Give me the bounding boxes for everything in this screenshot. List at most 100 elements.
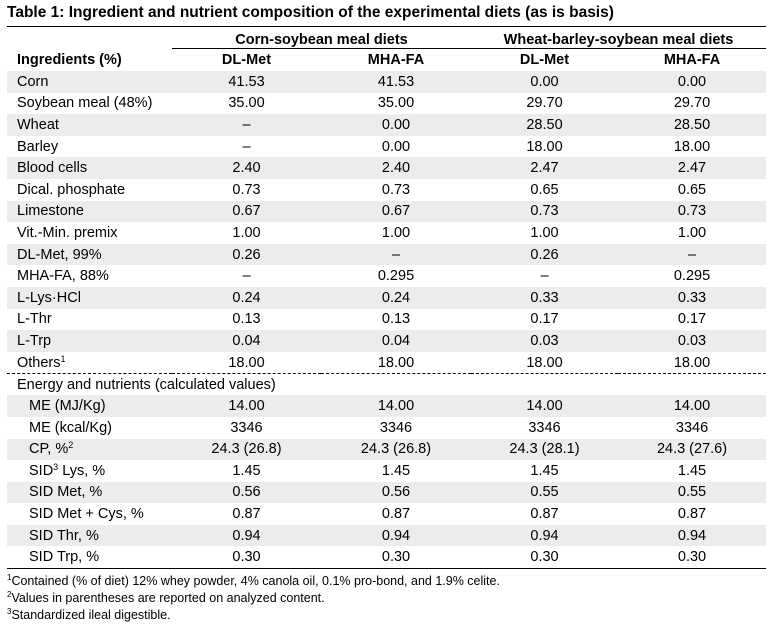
nutrient-label: ME (MJ/Kg) bbox=[7, 395, 172, 417]
nutrient-value: 0.87 bbox=[381, 506, 411, 523]
ingredient-row: L-Thr 0.13 0.13 0.17 0.17 bbox=[7, 309, 766, 331]
nutrient-value: 24.3 (28.1) bbox=[471, 438, 618, 461]
ingredient-value: 0.00 bbox=[321, 114, 471, 136]
ingredient-row: Barley – 0.00 18.00 18.00 bbox=[7, 136, 766, 158]
ingredient-value: 0.13 bbox=[232, 311, 261, 328]
nutrient-value: 0.30 bbox=[172, 546, 321, 570]
nutrients-heading: Energy and nutrients (calculated values) bbox=[17, 376, 276, 393]
ingredient-row: MHA-FA, 88% – 0.295 – 0.295 bbox=[7, 265, 766, 287]
header-col-3: DL-Met bbox=[519, 52, 570, 68]
ingredient-label: L-Trp bbox=[7, 330, 172, 352]
ingredient-value: 0.00 bbox=[618, 71, 767, 93]
ingredient-value: 0.33 bbox=[618, 286, 767, 309]
nutrient-label: CP, %2 bbox=[7, 438, 172, 461]
ingredient-value: 1.00 bbox=[677, 224, 707, 241]
nutrient-row: SID3 Lys, % 1.45 1.45 1.45 1.45 bbox=[7, 460, 766, 482]
footnote-ref: 3 bbox=[53, 461, 59, 472]
ingredient-label: Blood cells bbox=[7, 157, 172, 179]
ingredient-value: 0.33 bbox=[471, 286, 618, 309]
group-corn-soybean: Corn-soybean meal diets bbox=[172, 26, 471, 49]
ingredient-row: Corn 41.53 41.53 0.00 0.00 bbox=[7, 71, 767, 93]
header-col-2: MHA-FA bbox=[367, 52, 425, 68]
ingredient-value: – bbox=[172, 114, 321, 136]
ingredient-value: 0.73 bbox=[471, 200, 618, 223]
ingredient-label: Soybean meal (48%) bbox=[17, 95, 153, 112]
nutrients-section-row: Energy and nutrients (calculated values) bbox=[7, 374, 766, 396]
ingredient-value: – bbox=[242, 268, 251, 285]
ingredient-row: L-Trp 0.04 0.04 0.03 0.03 bbox=[7, 330, 767, 352]
header-ingredients: Ingredients (%) bbox=[17, 51, 122, 68]
ingredient-row: L-Lys·HCl 0.24 0.24 0.33 0.33 bbox=[7, 286, 767, 309]
ingredient-value: 0.65 bbox=[677, 181, 707, 198]
ingredient-value: 28.50 bbox=[471, 114, 618, 136]
ingredient-row: DL-Met, 99% 0.26–0.26– bbox=[7, 243, 767, 266]
nutrient-value: 0.55 bbox=[471, 481, 618, 504]
footnote-ref: 2 bbox=[68, 440, 74, 451]
nutrient-value: 1.45 bbox=[530, 462, 559, 479]
nutrient-value: 0.56 bbox=[172, 481, 321, 504]
ingredient-label: Barley bbox=[17, 138, 59, 155]
nutrient-label: SID Met + Cys, % bbox=[29, 506, 144, 523]
ingredient-value: 1.00 bbox=[381, 224, 411, 241]
ingredient-row: Limestone 0.67 0.67 0.73 0.73 bbox=[7, 200, 767, 223]
table-title: Table 1: Ingredient and nutrient composi… bbox=[7, 4, 614, 21]
nutrient-value: 14.00 bbox=[172, 395, 321, 417]
ingredient-value: – bbox=[242, 138, 251, 155]
ingredient-label: Corn bbox=[7, 71, 172, 93]
ingredient-label: Wheat bbox=[7, 114, 172, 136]
nutrient-value: 24.3 (27.6) bbox=[618, 438, 767, 461]
nutrient-value: 24.3 (26.8) bbox=[321, 438, 471, 461]
ingredient-value: 18.00 bbox=[526, 138, 563, 155]
ingredient-value: 0.73 bbox=[232, 181, 261, 198]
nutrient-label: SID3 Lys, % bbox=[29, 461, 106, 479]
nutrient-value: 14.00 bbox=[471, 395, 618, 417]
ingredient-row: Vit.-Min. premix 1.00 1.00 1.00 1.00 bbox=[7, 222, 766, 244]
ingredient-label: MHA-FA, 88% bbox=[17, 268, 109, 285]
nutrient-row: SID Met + Cys, % 0.87 0.87 0.87 0.87 bbox=[7, 503, 766, 525]
ingredient-label: Vit.-Min. premix bbox=[17, 224, 118, 241]
footnote-2: 2Values in parentheses are reported on a… bbox=[7, 590, 325, 606]
header-col-4: MHA-FA bbox=[663, 52, 721, 68]
nutrient-row: SID Met, % 0.56 0.56 0.55 0.55 bbox=[7, 481, 767, 504]
ingredient-value: 0.295 bbox=[673, 268, 711, 285]
ingredient-label: Dical. phosphate bbox=[17, 181, 126, 198]
nutrient-value: 0.87 bbox=[232, 506, 261, 523]
ingredient-row: Others1 18.00 18.00 18.00 18.00 bbox=[7, 351, 767, 375]
nutrient-value: 0.94 bbox=[321, 524, 471, 547]
ingredient-value: 18.00 bbox=[673, 138, 711, 155]
nutrient-row: SID Trp, % 0.30 0.30 0.30 0.30 bbox=[7, 546, 767, 570]
ingredient-value: 29.70 bbox=[526, 95, 563, 112]
ingredient-value: 18.00 bbox=[471, 351, 618, 375]
footnote-3: 3Standardized ileal digestible. bbox=[7, 607, 171, 623]
composition-table: Corn-soybean meal diets Wheat-barley-soy… bbox=[7, 26, 767, 570]
ingredient-label: Others1 bbox=[7, 351, 172, 375]
nutrient-value: 0.55 bbox=[618, 481, 767, 504]
nutrient-value: 14.00 bbox=[618, 395, 767, 417]
nutrient-value: 3346 bbox=[230, 419, 263, 436]
nutrient-row: ME (kcal/Kg) 3346 3346 3346 3346 bbox=[7, 417, 766, 439]
nutrient-value: 1.45 bbox=[381, 462, 411, 479]
ingredient-value: 0.26 bbox=[172, 243, 321, 266]
nutrient-value: 3346 bbox=[528, 419, 561, 436]
nutrient-value: 0.87 bbox=[530, 506, 559, 523]
ingredient-value: 0.17 bbox=[677, 311, 707, 328]
nutrient-value: 0.30 bbox=[321, 546, 471, 570]
ingredient-row: Dical. phosphate 0.73 0.73 0.65 0.65 bbox=[7, 179, 766, 201]
nutrient-value: 14.00 bbox=[321, 395, 471, 417]
ingredient-value: 2.47 bbox=[618, 157, 767, 179]
ingredient-value: 0.73 bbox=[618, 200, 767, 223]
ingredient-value: 1.00 bbox=[530, 224, 559, 241]
nutrient-value: 0.30 bbox=[618, 546, 767, 570]
ingredient-value: 0.00 bbox=[471, 71, 618, 93]
ingredient-label: Limestone bbox=[7, 200, 172, 223]
ingredient-value: – bbox=[540, 268, 549, 285]
ingredient-value: – bbox=[321, 243, 471, 266]
footnote-ref: 1 bbox=[60, 353, 66, 364]
nutrient-row: ME (MJ/Kg) 14.00 14.00 14.00 14.00 bbox=[7, 395, 767, 417]
ingredient-value: 0.04 bbox=[321, 330, 471, 352]
ingredient-value: 0.03 bbox=[618, 330, 767, 352]
nutrient-label: SID Thr, % bbox=[7, 524, 172, 547]
ingredient-value: 18.00 bbox=[321, 351, 471, 375]
group-header-row: Corn-soybean meal diets Wheat-barley-soy… bbox=[7, 26, 767, 49]
nutrient-value: 0.30 bbox=[471, 546, 618, 570]
